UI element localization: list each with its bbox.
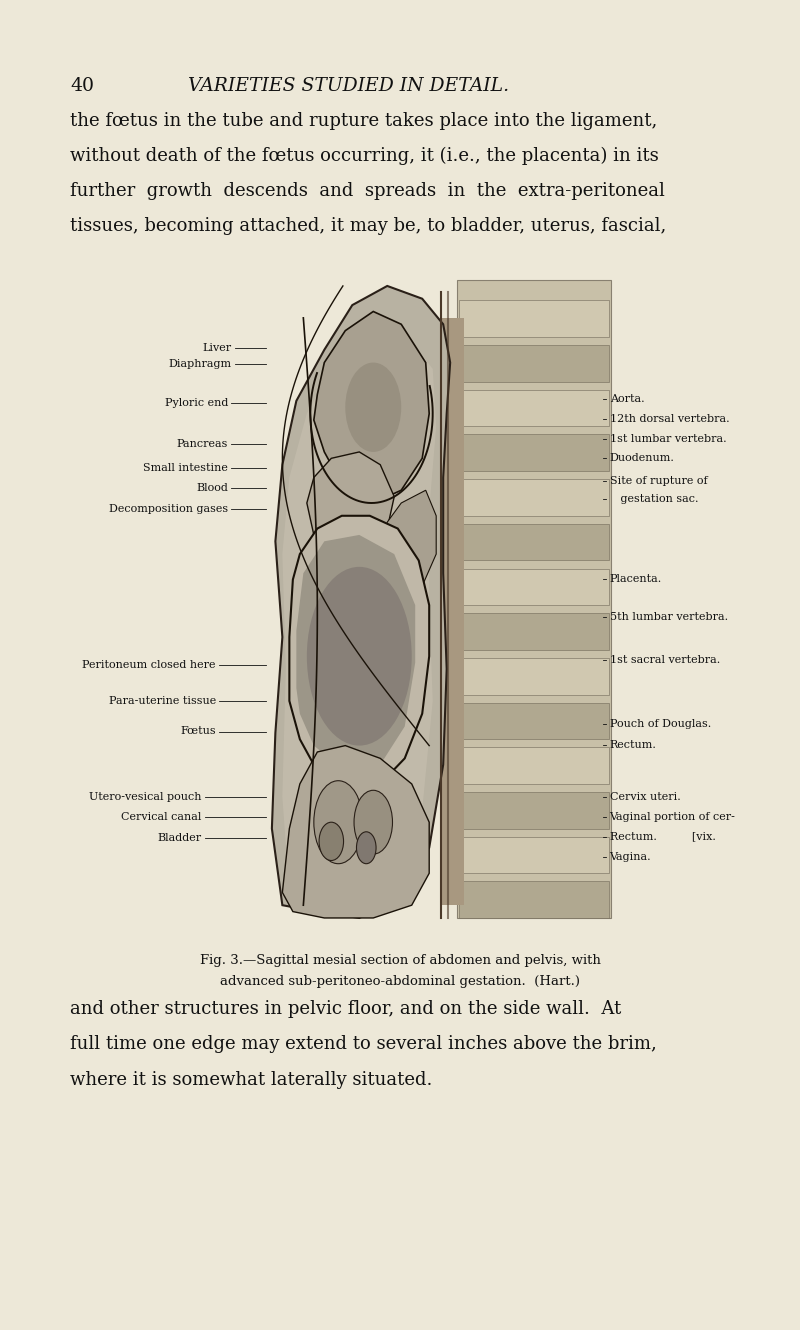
Bar xyxy=(458,344,610,382)
Bar xyxy=(442,318,464,906)
Text: Duodenum.: Duodenum. xyxy=(610,452,674,463)
Ellipse shape xyxy=(319,822,343,861)
Text: Bladder: Bladder xyxy=(158,833,202,843)
Polygon shape xyxy=(272,286,450,918)
Text: Peritoneum closed here: Peritoneum closed here xyxy=(82,660,216,670)
Bar xyxy=(458,658,610,694)
Ellipse shape xyxy=(346,363,402,452)
Polygon shape xyxy=(314,311,429,503)
Text: advanced sub-peritoneo-abdominal gestation.  (Hart.): advanced sub-peritoneo-abdominal gestati… xyxy=(220,975,580,988)
Text: Cervix uteri.: Cervix uteri. xyxy=(610,791,680,802)
Text: Cervical canal: Cervical canal xyxy=(122,811,202,822)
Text: the fœtus in the tube and rupture takes place into the ligament,: the fœtus in the tube and rupture takes … xyxy=(70,112,658,130)
Ellipse shape xyxy=(354,790,393,854)
Text: Fig. 3.—Sagittal mesial section of abdomen and pelvis, with: Fig. 3.—Sagittal mesial section of abdom… xyxy=(199,954,601,967)
Text: Pouch of Douglas.: Pouch of Douglas. xyxy=(610,718,711,729)
Text: without death of the fœtus occurring, it (i.e., the placenta) in its: without death of the fœtus occurring, it… xyxy=(70,146,659,165)
Text: Rectum.: Rectum. xyxy=(610,739,657,750)
Text: 40: 40 xyxy=(70,77,94,96)
Polygon shape xyxy=(380,491,436,592)
Text: Fœtus: Fœtus xyxy=(180,726,216,737)
Polygon shape xyxy=(282,746,429,918)
Polygon shape xyxy=(296,535,415,771)
Text: Small intestine: Small intestine xyxy=(143,463,228,473)
Bar xyxy=(458,882,610,918)
Bar xyxy=(458,568,610,605)
Text: Placenta.: Placenta. xyxy=(610,573,662,584)
Ellipse shape xyxy=(357,831,376,863)
Text: 5th lumbar vertebra.: 5th lumbar vertebra. xyxy=(610,612,728,622)
Bar xyxy=(458,479,610,516)
Text: and other structures in pelvic floor, and on the side wall.  At: and other structures in pelvic floor, an… xyxy=(70,1000,622,1019)
Text: Site of rupture of: Site of rupture of xyxy=(610,476,707,487)
Text: Aorta.: Aorta. xyxy=(610,394,644,404)
Bar xyxy=(458,390,610,427)
Text: tissues, becoming attached, it may be, to bladder, uterus, fascial,: tissues, becoming attached, it may be, t… xyxy=(70,217,666,235)
Bar xyxy=(458,301,610,336)
Text: Pyloric end: Pyloric end xyxy=(165,398,228,408)
Bar xyxy=(458,613,610,650)
Text: Utero-vesical pouch: Utero-vesical pouch xyxy=(89,791,202,802)
Bar xyxy=(458,791,610,829)
Polygon shape xyxy=(307,452,394,555)
Ellipse shape xyxy=(314,781,362,863)
Bar xyxy=(458,747,610,783)
Bar xyxy=(458,524,610,560)
Text: Blood: Blood xyxy=(196,483,228,493)
Polygon shape xyxy=(282,331,436,906)
Text: Para-uterine tissue: Para-uterine tissue xyxy=(109,696,216,706)
Text: Vagina.: Vagina. xyxy=(610,851,651,862)
Polygon shape xyxy=(290,516,429,790)
Text: Diaphragm: Diaphragm xyxy=(169,359,232,370)
Bar xyxy=(458,702,610,739)
Text: gestation sac.: gestation sac. xyxy=(610,493,698,504)
Text: 1st sacral vertebra.: 1st sacral vertebra. xyxy=(610,654,720,665)
Text: further  growth  descends  and  spreads  in  the  extra-peritoneal: further growth descends and spreads in t… xyxy=(70,182,666,201)
Bar xyxy=(458,837,610,874)
Text: where it is somewhat laterally situated.: where it is somewhat laterally situated. xyxy=(70,1071,433,1089)
Bar xyxy=(457,279,611,918)
Text: Pancreas: Pancreas xyxy=(177,439,228,450)
Text: Decomposition gases: Decomposition gases xyxy=(109,504,228,515)
Text: Vaginal portion of cer-: Vaginal portion of cer- xyxy=(610,811,735,822)
Bar xyxy=(458,435,610,471)
Text: full time one edge may extend to several inches above the brim,: full time one edge may extend to several… xyxy=(70,1035,657,1053)
Ellipse shape xyxy=(307,567,412,746)
Text: Rectum.          [vix.: Rectum. [vix. xyxy=(610,831,715,842)
Text: VARIETIES STUDIED IN DETAIL.: VARIETIES STUDIED IN DETAIL. xyxy=(188,77,509,96)
Text: Liver: Liver xyxy=(203,343,232,354)
Text: 1st lumbar vertebra.: 1st lumbar vertebra. xyxy=(610,434,726,444)
Text: 12th dorsal vertebra.: 12th dorsal vertebra. xyxy=(610,414,730,424)
